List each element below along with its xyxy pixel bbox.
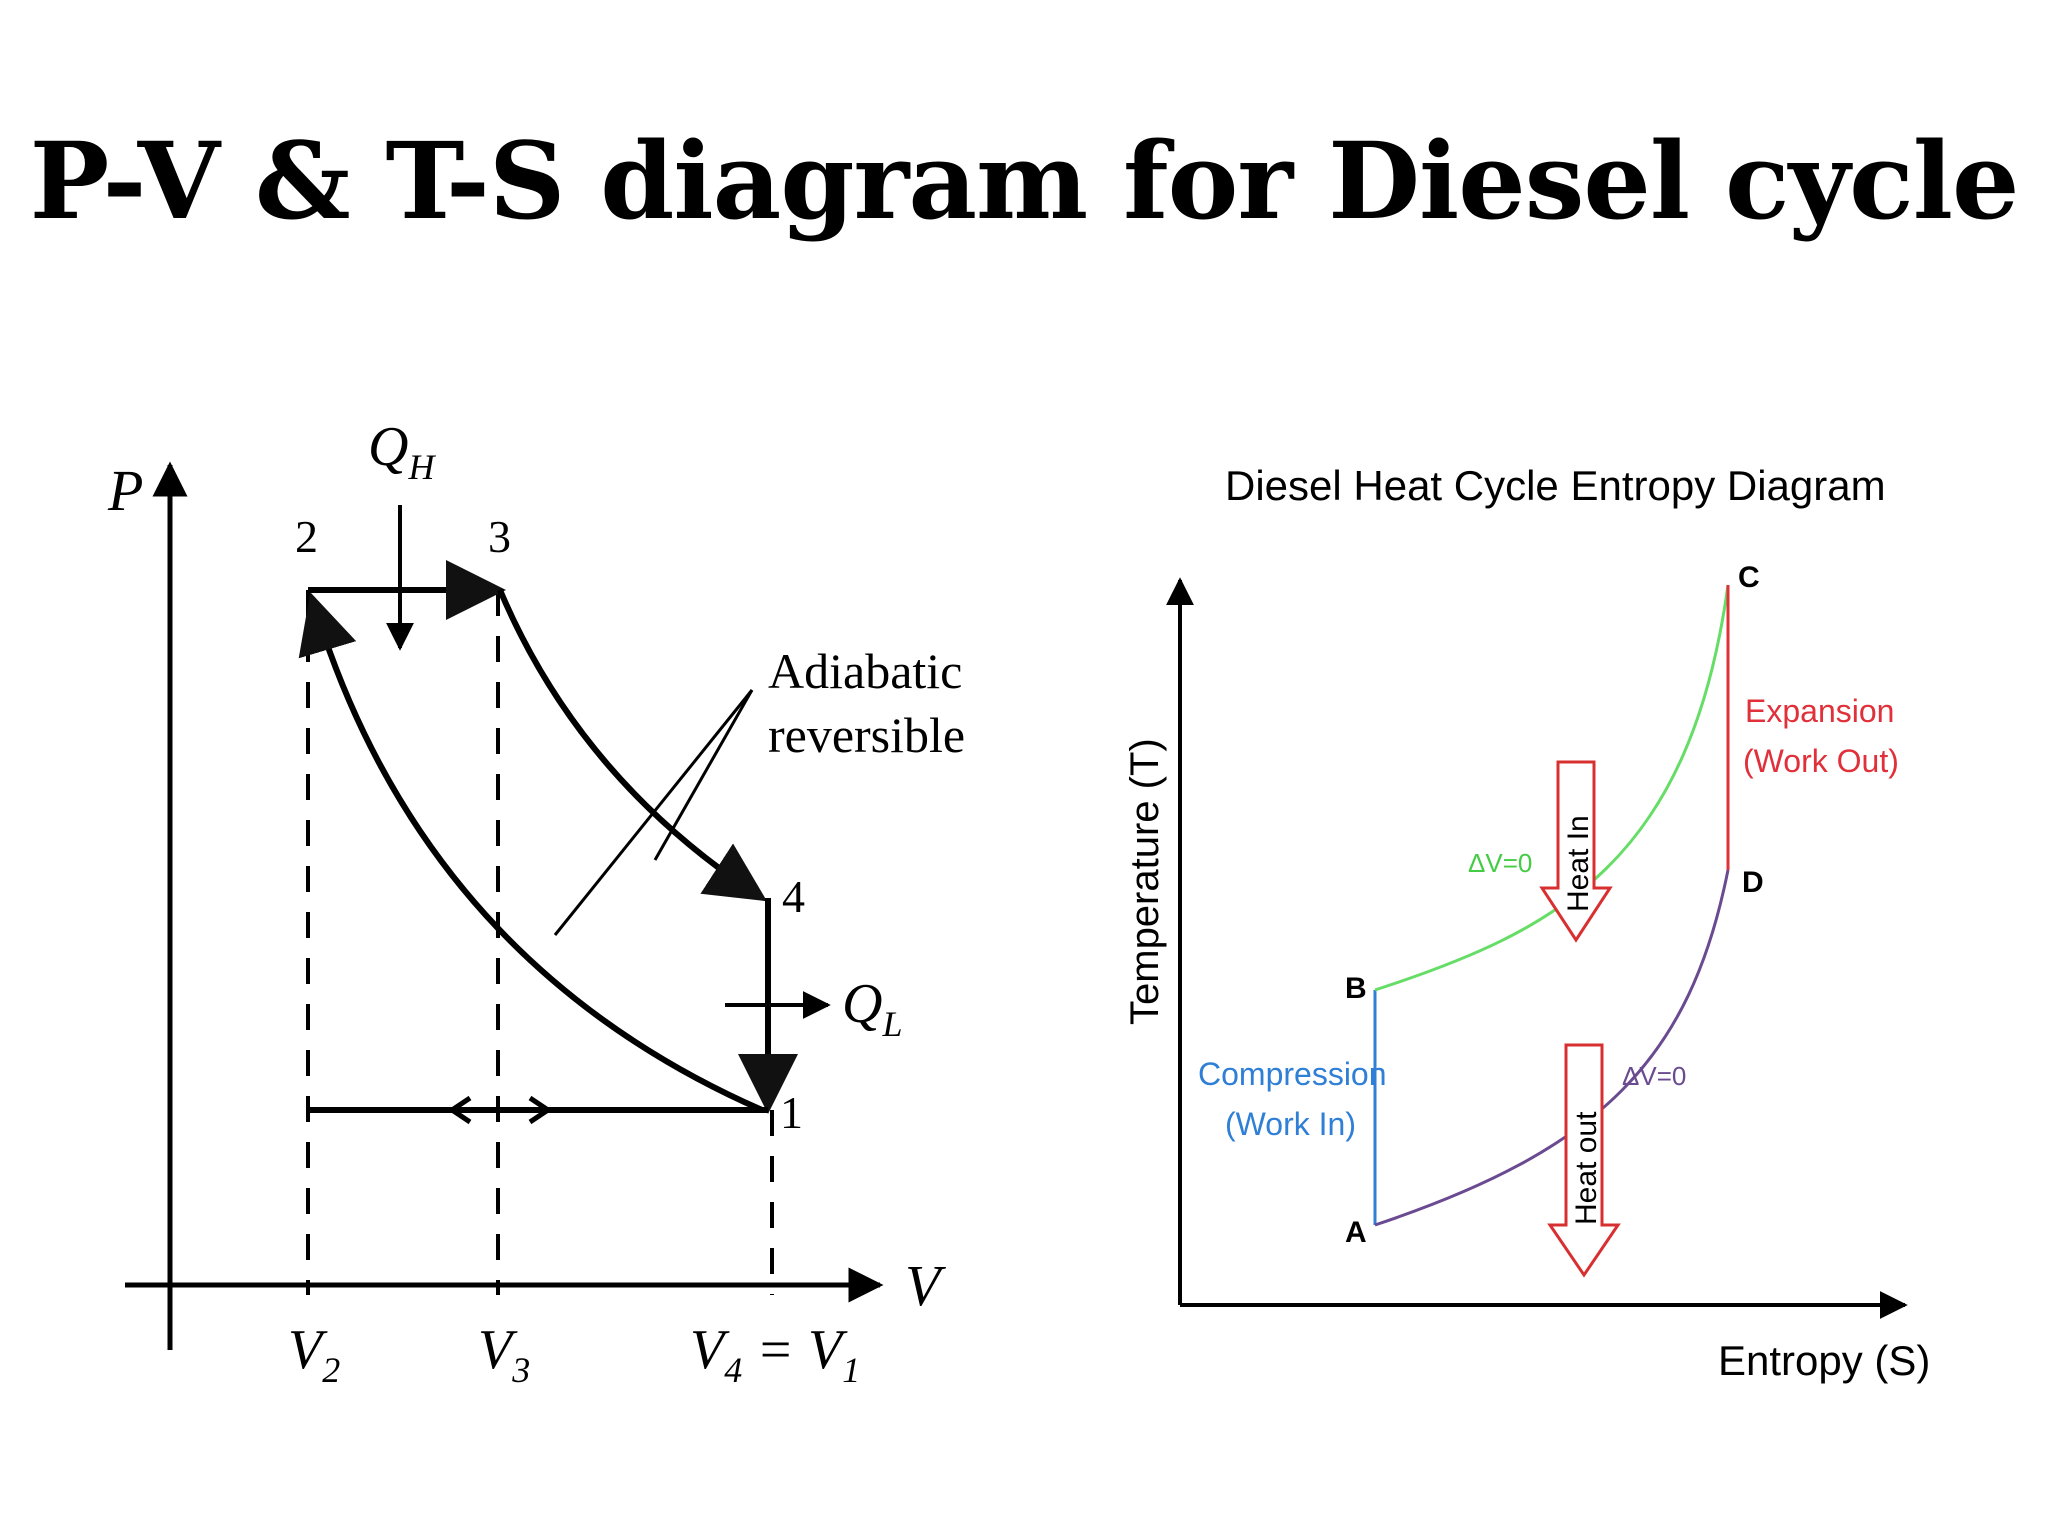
ts-point-d: D: [1742, 866, 1764, 899]
pv-annotation-line2: reversible: [768, 707, 965, 763]
ts-heat-in-curve: [1374, 584, 1730, 992]
ts-point-c: C: [1738, 561, 1760, 594]
pv-process-3-4: [497, 588, 768, 902]
ts-heat-out-arrow: [1547, 1043, 1621, 1278]
ts-compression-label-1: Compression: [1198, 1056, 1387, 1092]
ts-point-b: B: [1345, 972, 1367, 1005]
ts-heat-in-arrow: [1539, 760, 1613, 943]
ts-title: Diesel Heat Cycle Entropy Diagram: [1225, 462, 1886, 509]
pv-v-axis-label: V: [905, 1253, 947, 1318]
pv-p-axis-label: P: [107, 458, 143, 523]
pv-adiabatic-pointer-2: [653, 689, 754, 861]
slide-title: P-V & T-S diagram for Diesel cycle: [29, 118, 2020, 243]
pv-diagram: P V 2 3 4 1 QH QL Adiabatic reversible V…: [107, 416, 965, 1390]
pv-adiabatic-pointer-1: [553, 689, 754, 936]
ts-heat-out-label: Heat out: [1570, 1111, 1603, 1225]
ts-heat-in-label: Heat In: [1562, 815, 1595, 912]
ts-diagram: Diesel Heat Cycle Entropy Diagram Temper…: [1123, 462, 1930, 1384]
pv-point-1: 1: [780, 1087, 803, 1138]
ts-expansion-label-2: (Work Out): [1743, 743, 1899, 779]
pv-v2-label: V2: [288, 1319, 340, 1390]
ts-dv-upper-label: ΔV=0: [1468, 848, 1532, 878]
pv-heat-in-label: QH: [368, 416, 436, 487]
ts-expansion-label-1: Expansion: [1745, 693, 1894, 729]
pv-process-1-2: [298, 592, 764, 1113]
pv-heat-out-label: QL: [842, 973, 902, 1044]
pv-v4-v1-label: V4 = V1: [690, 1319, 860, 1390]
ts-point-a: A: [1345, 1216, 1367, 1249]
ts-x-label: Entropy (S): [1718, 1337, 1930, 1384]
pv-v3-label: V3: [478, 1319, 530, 1390]
pv-point-2: 2: [295, 511, 318, 562]
pv-point-3: 3: [488, 511, 511, 562]
ts-dv-lower-label: ΔV=0: [1622, 1061, 1686, 1091]
ts-y-label: Temperature (T): [1123, 738, 1167, 1025]
pv-intake-arrows: [447, 1095, 553, 1125]
pv-point-4: 4: [782, 871, 805, 922]
ts-heat-out-curve: [1374, 869, 1730, 1227]
pv-annotation-line1: Adiabatic: [768, 643, 962, 699]
ts-compression-label-2: (Work In): [1225, 1106, 1356, 1142]
